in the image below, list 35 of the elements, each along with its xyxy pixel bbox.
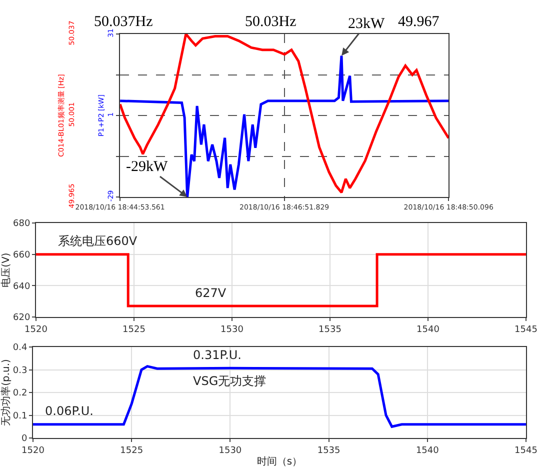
x-tick-label: 1520 [24, 324, 48, 335]
annotation: 0.31P.U. [193, 348, 242, 362]
x-tick-label: 1545 [514, 446, 538, 456]
y-tick-label: 0.1 [12, 411, 28, 422]
y-tick-label: 640 [13, 282, 30, 292]
x-axis-title: 时间（s） [256, 455, 302, 468]
x-tick-label: 1520 [22, 446, 45, 456]
y-tick-label: 0 [21, 434, 28, 444]
line-series [33, 365, 526, 428]
y-axis-title: 无功功率(p.u.) [0, 358, 12, 426]
x-tick-label: 1530 [218, 446, 242, 456]
y-tick-label: 0.4 [12, 343, 28, 354]
y-tick-label: 0.2 [12, 388, 28, 399]
annotation: 0.06P.U. [45, 404, 94, 418]
annotation: VSG无功支撑 [193, 374, 266, 388]
annotation: 系统电压660V [58, 234, 138, 248]
x-tick-label: 1525 [122, 324, 146, 335]
y-tick-label: 660 [13, 250, 30, 260]
x-tick-label: 1540 [416, 446, 440, 456]
x-tick-label: 1525 [120, 446, 144, 456]
x-tick-label: 1530 [220, 324, 244, 335]
y-tick-label: 680 [13, 219, 30, 230]
x-tick-label: 1545 [514, 324, 538, 335]
y-tick-label: 0.3 [12, 366, 28, 376]
x-tick-label: 1540 [416, 324, 440, 335]
annotation: 23kW [348, 16, 386, 32]
x-tick-label: 1535 [318, 324, 342, 335]
y-tick-label: 620 [13, 313, 30, 324]
text: 50.037Hz [94, 14, 154, 30]
x-tick-label: 1535 [317, 446, 340, 456]
text: 49.967 [398, 14, 440, 30]
annotation: 627V [195, 286, 227, 300]
y-axis-title: 电压(V) [0, 252, 12, 288]
text: 50.03Hz [245, 14, 297, 30]
annotation: -29kW [126, 159, 168, 175]
